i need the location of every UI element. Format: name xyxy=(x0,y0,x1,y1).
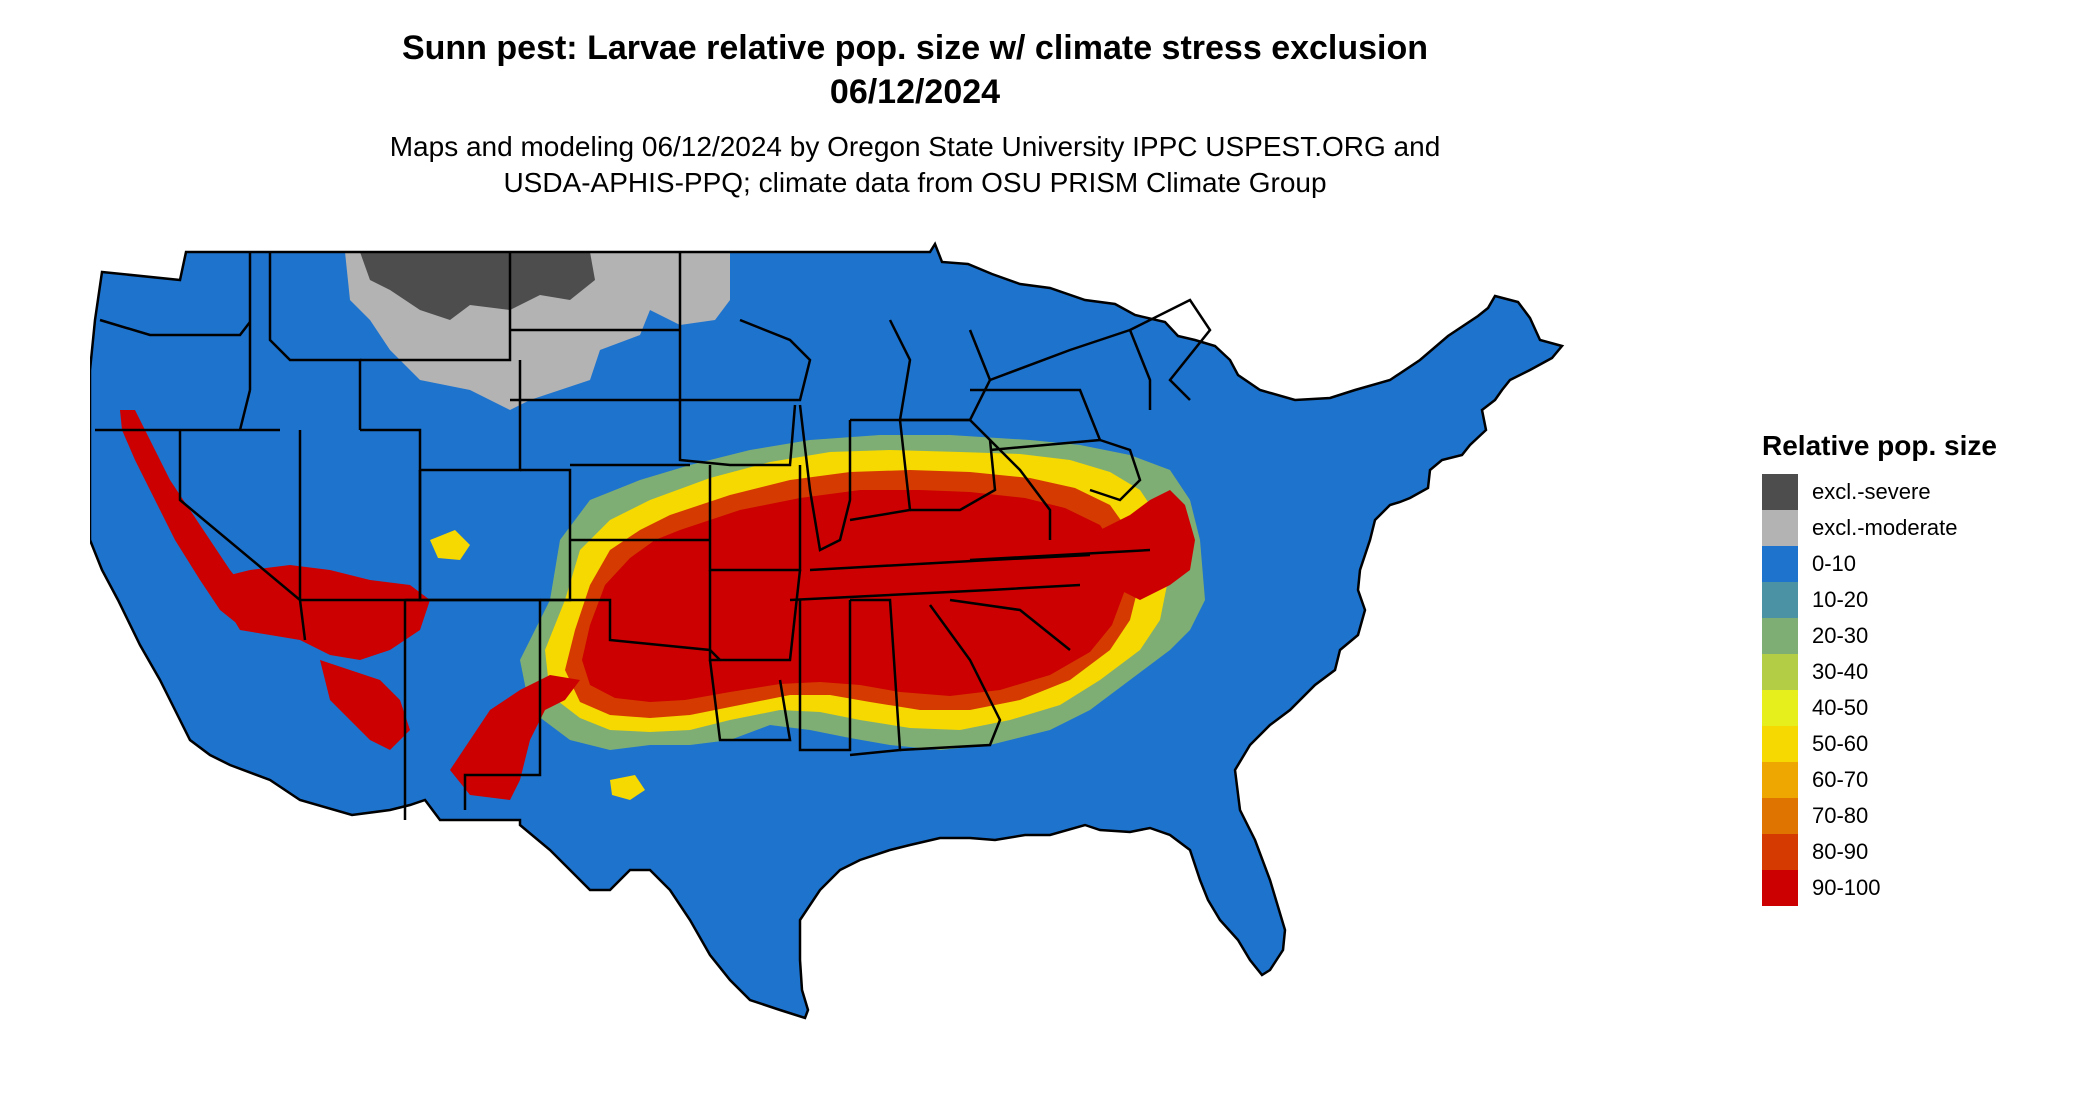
border-or-wa xyxy=(99,318,251,337)
high-southwest-wedge xyxy=(450,675,580,800)
legend-item: excl.-moderate xyxy=(1762,510,1997,546)
title-line-1: Sunn pest: Larvae relative pop. size w/ … xyxy=(401,29,1429,67)
legend-swatch xyxy=(1762,474,1798,510)
legend-label: 40-50 xyxy=(1812,695,1869,720)
legend-swatch xyxy=(1762,798,1798,834)
state-borders xyxy=(90,241,1565,1020)
subtitle-line-1: Maps and modeling 06/12/2024 by Oregon S… xyxy=(389,131,1441,162)
legend-item: 60-70 xyxy=(1762,762,1997,798)
legend-swatch xyxy=(1762,510,1798,546)
us-map xyxy=(90,241,1565,1020)
subtitle-line-2: USDA-APHIS-PPQ; climate data from OSU PR… xyxy=(503,167,1327,198)
border-in xyxy=(849,418,912,522)
legend-label: excl.-moderate xyxy=(1812,515,1958,540)
border-nc-va xyxy=(969,548,1151,562)
legend-swatch xyxy=(1762,654,1798,690)
legend-swatch xyxy=(1762,726,1798,762)
legend-label: excl.-severe xyxy=(1812,479,1931,504)
border-ga-fl xyxy=(899,604,1002,752)
border-la xyxy=(708,659,792,742)
legend-label: 20-30 xyxy=(1812,623,1869,648)
legend-swatch xyxy=(1762,546,1798,582)
border-oh xyxy=(900,418,997,512)
legend-swatch xyxy=(1762,834,1798,870)
legend-item: 30-40 xyxy=(1762,654,1997,690)
border-new-england xyxy=(1129,298,1212,401)
border-sc xyxy=(949,598,1071,651)
legend-item: 10-20 xyxy=(1762,582,1997,618)
border-nv-ca xyxy=(178,430,307,641)
border-ia xyxy=(678,400,797,467)
legend-item: 90-100 xyxy=(1762,870,1997,906)
mid-texas-patch xyxy=(610,775,645,800)
border-nj-de-md xyxy=(1089,438,1142,502)
legend-label: 70-80 xyxy=(1812,803,1869,828)
legend-item: excl.-severe xyxy=(1762,474,1997,510)
high-mid-atlantic xyxy=(1100,490,1195,600)
map-legend: Relative pop. size excl.-severe excl.-mod… xyxy=(1762,430,1997,906)
border-ar xyxy=(708,569,802,662)
high-southwest-deserts xyxy=(210,565,430,660)
legend-label: 50-60 xyxy=(1812,731,1869,756)
legend-label: 30-40 xyxy=(1812,659,1869,684)
legend-label: 0-10 xyxy=(1812,551,1857,576)
legend-label: 60-70 xyxy=(1812,767,1869,792)
legend-swatch xyxy=(1762,582,1798,618)
high-arizona-patches xyxy=(320,660,410,750)
border-pa xyxy=(970,388,1102,452)
border-tn-ms xyxy=(789,583,1081,602)
border-ms-al xyxy=(798,600,852,752)
high-california-valley xyxy=(120,410,260,630)
border-nm-tx xyxy=(405,598,542,810)
legend-label: 80-90 xyxy=(1812,839,1869,864)
mid-utah-patch xyxy=(430,530,470,560)
border-al-ga xyxy=(849,598,902,757)
legend-label: 90-100 xyxy=(1812,875,1881,900)
legend-items: excl.-severe excl.-moderate 0-10 10-20 20-30… xyxy=(1762,474,1997,906)
us-outline xyxy=(90,241,1565,1020)
excl-severe-zone xyxy=(360,252,595,320)
border-il xyxy=(798,404,852,552)
border-id-mt xyxy=(268,252,362,430)
legend-item: 80-90 xyxy=(1762,834,1997,870)
legend-swatch xyxy=(1762,870,1798,906)
legend-item: 0-10 xyxy=(1762,546,1997,582)
border-or-id xyxy=(238,389,252,431)
border-wi xyxy=(739,318,812,402)
map-title: Sunn pest: Larvae relative pop. size w/ … xyxy=(250,26,1580,201)
border-mt-wy xyxy=(360,252,512,362)
legend-item: 70-80 xyxy=(1762,798,1997,834)
legend-swatch xyxy=(1762,690,1798,726)
legend-title: Relative pop. size xyxy=(1762,430,1997,461)
legend-label: 10-20 xyxy=(1812,587,1869,612)
legend-swatch xyxy=(1762,618,1798,654)
border-mo xyxy=(708,465,802,572)
legend-item: 20-30 xyxy=(1762,618,1997,654)
legend-swatch xyxy=(1762,762,1798,798)
border-ok-tx xyxy=(540,598,721,661)
legend-item: 50-60 xyxy=(1762,726,1997,762)
legend-item: 40-50 xyxy=(1762,690,1997,726)
title-line-2: 06/12/2024 xyxy=(829,73,1001,111)
border-wv xyxy=(989,439,1052,540)
